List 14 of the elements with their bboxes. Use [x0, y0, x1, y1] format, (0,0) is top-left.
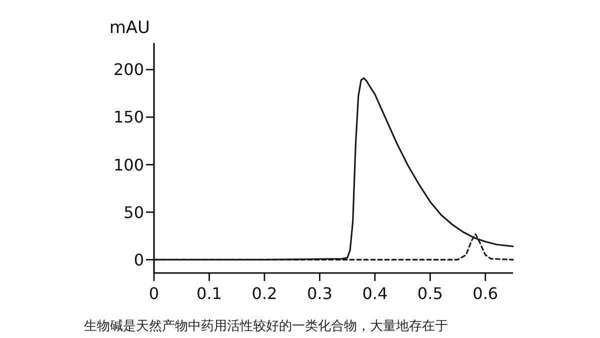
x-tick-label: 0.5 [417, 284, 443, 303]
x-tick-label: 0.1 [196, 284, 222, 303]
x-tick-label: 0.4 [362, 284, 388, 303]
y-tick-label: 150 [113, 108, 144, 127]
x-tick-label: 0.2 [252, 284, 278, 303]
y-axis-title: mAU [109, 18, 150, 38]
x-tick-label: 0.3 [306, 284, 332, 303]
y-tick-label: 0 [134, 250, 144, 270]
y-tick-label: 100 [113, 155, 144, 174]
x-tick-label: 0 [148, 284, 160, 303]
y-tick-label: 50 [124, 202, 144, 222]
text: 生物碱是天然产物中药用活性较好的一类化合物，大量地存在于 [84, 319, 448, 334]
x-tick-label: 0.6 [472, 284, 498, 303]
y-tick-label: 200 [113, 60, 144, 80]
